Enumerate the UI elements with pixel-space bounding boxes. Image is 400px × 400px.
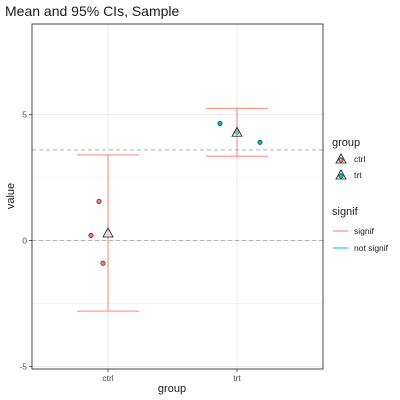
legend-key-point-ctrl xyxy=(338,157,344,163)
legend-label-signif: signif xyxy=(354,226,374,236)
data-point-trt xyxy=(257,139,263,145)
y-axis-title: value xyxy=(5,183,17,209)
x-tick-label-ctrl: ctrl xyxy=(102,373,113,383)
plot-panel xyxy=(32,24,323,369)
legend-key-point-trt xyxy=(338,173,344,179)
legend-label-not-signif: not signif xyxy=(354,243,389,253)
legend-signif-title: signif xyxy=(332,206,359,218)
plot-border xyxy=(31,23,324,370)
y-tick-label: 5 xyxy=(22,110,27,120)
legend: group ctrl trt signif signif not signif xyxy=(332,137,389,253)
data-point-trt xyxy=(217,120,223,126)
chart-title: Mean and 95% CIs, Sample xyxy=(5,3,180,19)
x-axis-title: group xyxy=(158,383,186,395)
legend-group-title: group xyxy=(332,137,360,149)
y-tick-label: 0 xyxy=(22,236,27,246)
legend-label-ctrl: ctrl xyxy=(354,154,365,164)
y-tick-label: -5 xyxy=(19,361,27,371)
legend-key-triangle-trt xyxy=(335,169,347,180)
mean-marker-trt xyxy=(231,126,243,137)
plot-area: -5 0 5 ctrl trt xyxy=(19,23,324,383)
mean-marker-ctrl xyxy=(102,227,114,238)
legend-key-triangle-ctrl xyxy=(335,153,347,164)
legend-label-trt: trt xyxy=(354,170,362,180)
data-point-ctrl xyxy=(96,199,102,205)
data-point-ctrl xyxy=(88,233,94,239)
x-tick-label-trt: trt xyxy=(233,373,241,383)
data-point-ctrl xyxy=(100,260,106,266)
